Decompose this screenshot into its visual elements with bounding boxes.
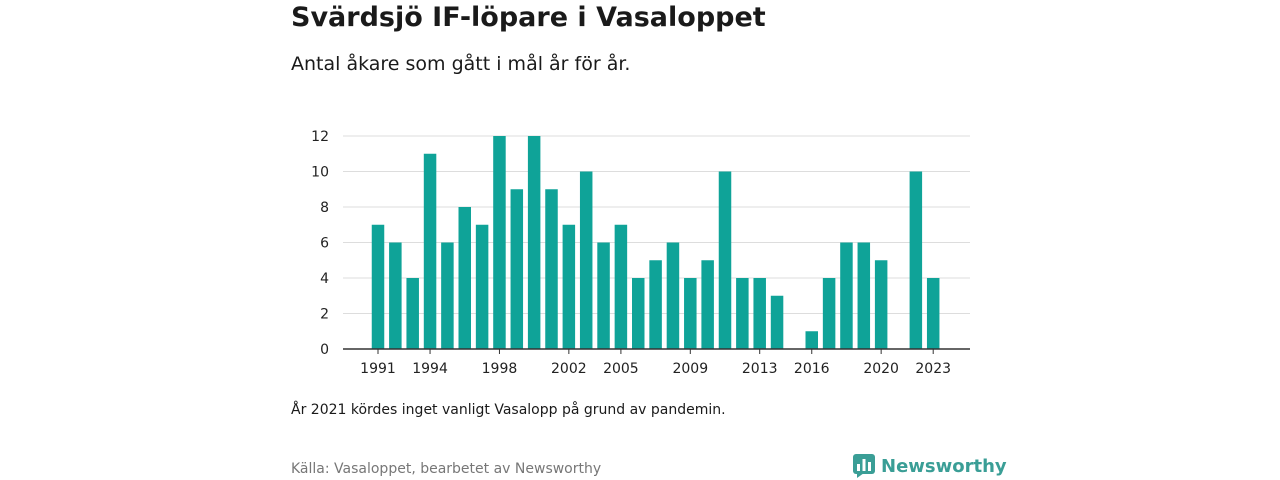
bar <box>666 242 680 349</box>
bar <box>493 136 506 349</box>
x-tick-label: 2023 <box>915 361 951 377</box>
bar <box>510 189 524 349</box>
source-credit: Källa: Vasaloppet, bearbetet av Newswort… <box>291 461 602 477</box>
y-tick-label: 12 <box>311 129 329 145</box>
x-tick-label: 2013 <box>742 361 778 377</box>
bar <box>441 242 454 349</box>
newsworthy-logo-icon <box>853 454 875 478</box>
x-tick-label: 2020 <box>863 361 899 377</box>
axes: 0 2 4 6 8 10 12 1991 1994 1998 2002 2005 2009 2013 201… <box>311 129 970 377</box>
y-tick-label: 10 <box>311 165 329 181</box>
y-tick-label: 6 <box>320 236 329 252</box>
brand-logo: Newsworthy <box>853 453 1007 479</box>
y-tick-label: 4 <box>320 271 329 287</box>
bar <box>527 136 541 349</box>
brand-name: Newsworthy <box>881 455 1007 477</box>
x-tick-label: 2016 <box>794 361 830 377</box>
bar <box>822 278 836 349</box>
bar <box>909 171 923 349</box>
bar <box>805 331 818 349</box>
bar-chart: 0 2 4 6 8 10 12 1991 1994 1998 2002 2005 2009 2013 201… <box>311 129 970 377</box>
bar <box>840 242 853 349</box>
bar <box>545 189 558 349</box>
x-tick-label: 1994 <box>412 361 448 377</box>
bar <box>753 278 766 349</box>
bar <box>562 224 576 349</box>
bar <box>649 260 662 349</box>
bar <box>701 260 714 349</box>
chart-note: År 2021 kördes inget vanligt Vasalopp på… <box>291 402 726 418</box>
bar <box>597 242 610 349</box>
x-tick-label: 1998 <box>482 361 518 377</box>
y-tick-label: 2 <box>320 307 329 323</box>
bar <box>406 278 419 349</box>
x-tick-label: 1991 <box>360 361 396 377</box>
bar <box>926 278 940 349</box>
bar <box>371 224 385 349</box>
y-tick-label: 8 <box>320 200 329 216</box>
y-tick-label: 0 <box>320 342 329 358</box>
x-tick-label: 2005 <box>603 361 639 377</box>
x-tick-label: 2009 <box>672 361 708 377</box>
bar <box>736 278 749 349</box>
bar <box>632 278 645 349</box>
bar <box>770 295 784 349</box>
bar <box>874 260 888 349</box>
bar <box>857 242 871 349</box>
bar <box>458 207 471 349</box>
bar <box>423 153 437 349</box>
chart-subtitle: Antal åkare som gått i mål år för år. <box>291 53 631 75</box>
bar <box>718 171 732 349</box>
bar <box>475 224 489 349</box>
bar <box>614 224 628 349</box>
bar <box>389 242 402 349</box>
x-tick-label: 2002 <box>551 361 587 377</box>
bar <box>684 278 697 349</box>
bar <box>579 171 593 349</box>
chart-title: Svärdsjö IF-löpare i Vasaloppet <box>291 2 766 33</box>
bars <box>371 136 940 349</box>
